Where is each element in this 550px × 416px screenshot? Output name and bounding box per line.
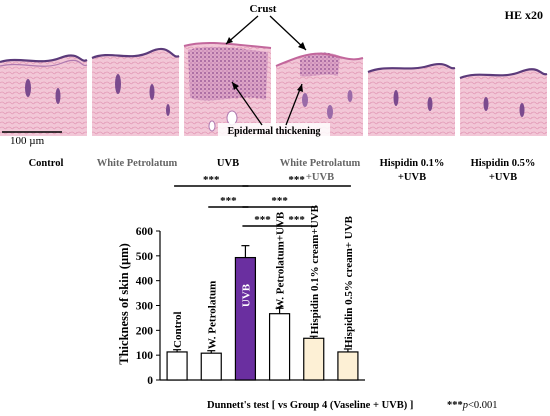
significance-stars: ***: [220, 195, 237, 207]
bar-category-label: Control: [172, 311, 184, 347]
bar: [303, 337, 325, 381]
y-tick-label: 600: [136, 226, 154, 238]
y-axis: 0 100 200 300 400 500 600: [136, 226, 365, 387]
bar: [234, 256, 257, 381]
statistics-footer: Dunnett's test [ vs Group 4 (Vaseline + …: [207, 400, 413, 411]
bar: [337, 351, 359, 381]
annotation-epidermal-thickening: Epidermal thickening: [227, 126, 320, 137]
y-tick-label: 0: [147, 375, 153, 387]
bars: [166, 245, 359, 381]
significance-stars: ***: [203, 174, 220, 186]
panel-label-hispidin-01: Hispidin 0.1%: [380, 158, 445, 169]
bar-category-label: W. Petrolatum: [206, 281, 218, 349]
panel-label-hispidin-05: Hispidin 0.5%: [471, 158, 536, 169]
y-axis-title: Thickness of skin (µm): [117, 243, 131, 364]
histology-image-control: [0, 34, 88, 136]
bar: [166, 351, 188, 381]
bar-labels: Control W. Petrolatum UVB W. Petrolatum+UVB…: [172, 204, 355, 349]
arrow-epidermal-right: [285, 83, 303, 126]
magnification-label: HE x20: [505, 8, 543, 22]
y-tick-label: 100: [136, 350, 154, 362]
arrow-epidermal-left: [231, 81, 263, 126]
histology-image-hispidin-01: [367, 34, 456, 136]
bar-category-label: UVB: [240, 283, 252, 307]
arrow-crust-left: [225, 15, 259, 45]
histology-image-hispidin-05: [459, 34, 548, 136]
histology-panel: HE x20: [0, 3, 548, 183]
histology-image-uvb: [183, 34, 272, 137]
significance-stars: ***: [288, 214, 305, 226]
bar: [200, 352, 222, 381]
panel-label-white-petrolatum-uvb: White Petrolatum: [280, 158, 361, 169]
arrow-crust-right: [269, 15, 307, 51]
y-tick-label: 300: [136, 301, 154, 313]
significance-brackets: *** ****** ****** ***: [174, 174, 351, 227]
panel-label-white-petrolatum-uvb-line2: +UVB: [306, 172, 334, 183]
panel-label-white-petrolatum: White Petrolatum: [97, 158, 178, 169]
significance-stars: ***: [271, 195, 288, 207]
pvalue-note: ***p<0.001: [447, 400, 498, 411]
significance-stars: ***: [254, 214, 271, 226]
bar: [268, 313, 291, 381]
y-tick-label: 200: [136, 325, 154, 337]
bar-category-label: Hispidin 0.5% cream+ UVB: [343, 215, 355, 348]
panel-label-uvb: UVB: [217, 158, 239, 169]
bar-category-label: Hispidin 0.1% cream+UVB: [309, 204, 321, 334]
bar-chart: Thickness of skin (µm) *** ****** ****** **…: [117, 174, 365, 387]
scale-bar-label: 100 µm: [10, 135, 45, 147]
histology-image-white-petrolatum-uvb: [275, 34, 364, 137]
significance-stars: ***: [288, 174, 305, 186]
y-tick-label: 500: [136, 251, 154, 263]
annotation-crust: Crust: [250, 3, 277, 15]
histology-image-white-petrolatum: [91, 34, 180, 137]
panel-label-control: Control: [29, 158, 64, 169]
bar-category-label: W. Petrolatum+UVB: [275, 211, 287, 310]
panel-label-hispidin-05-line2: +UVB: [489, 172, 517, 183]
panel-label-hispidin-01-line2: +UVB: [398, 172, 426, 183]
y-tick-label: 400: [136, 276, 154, 288]
